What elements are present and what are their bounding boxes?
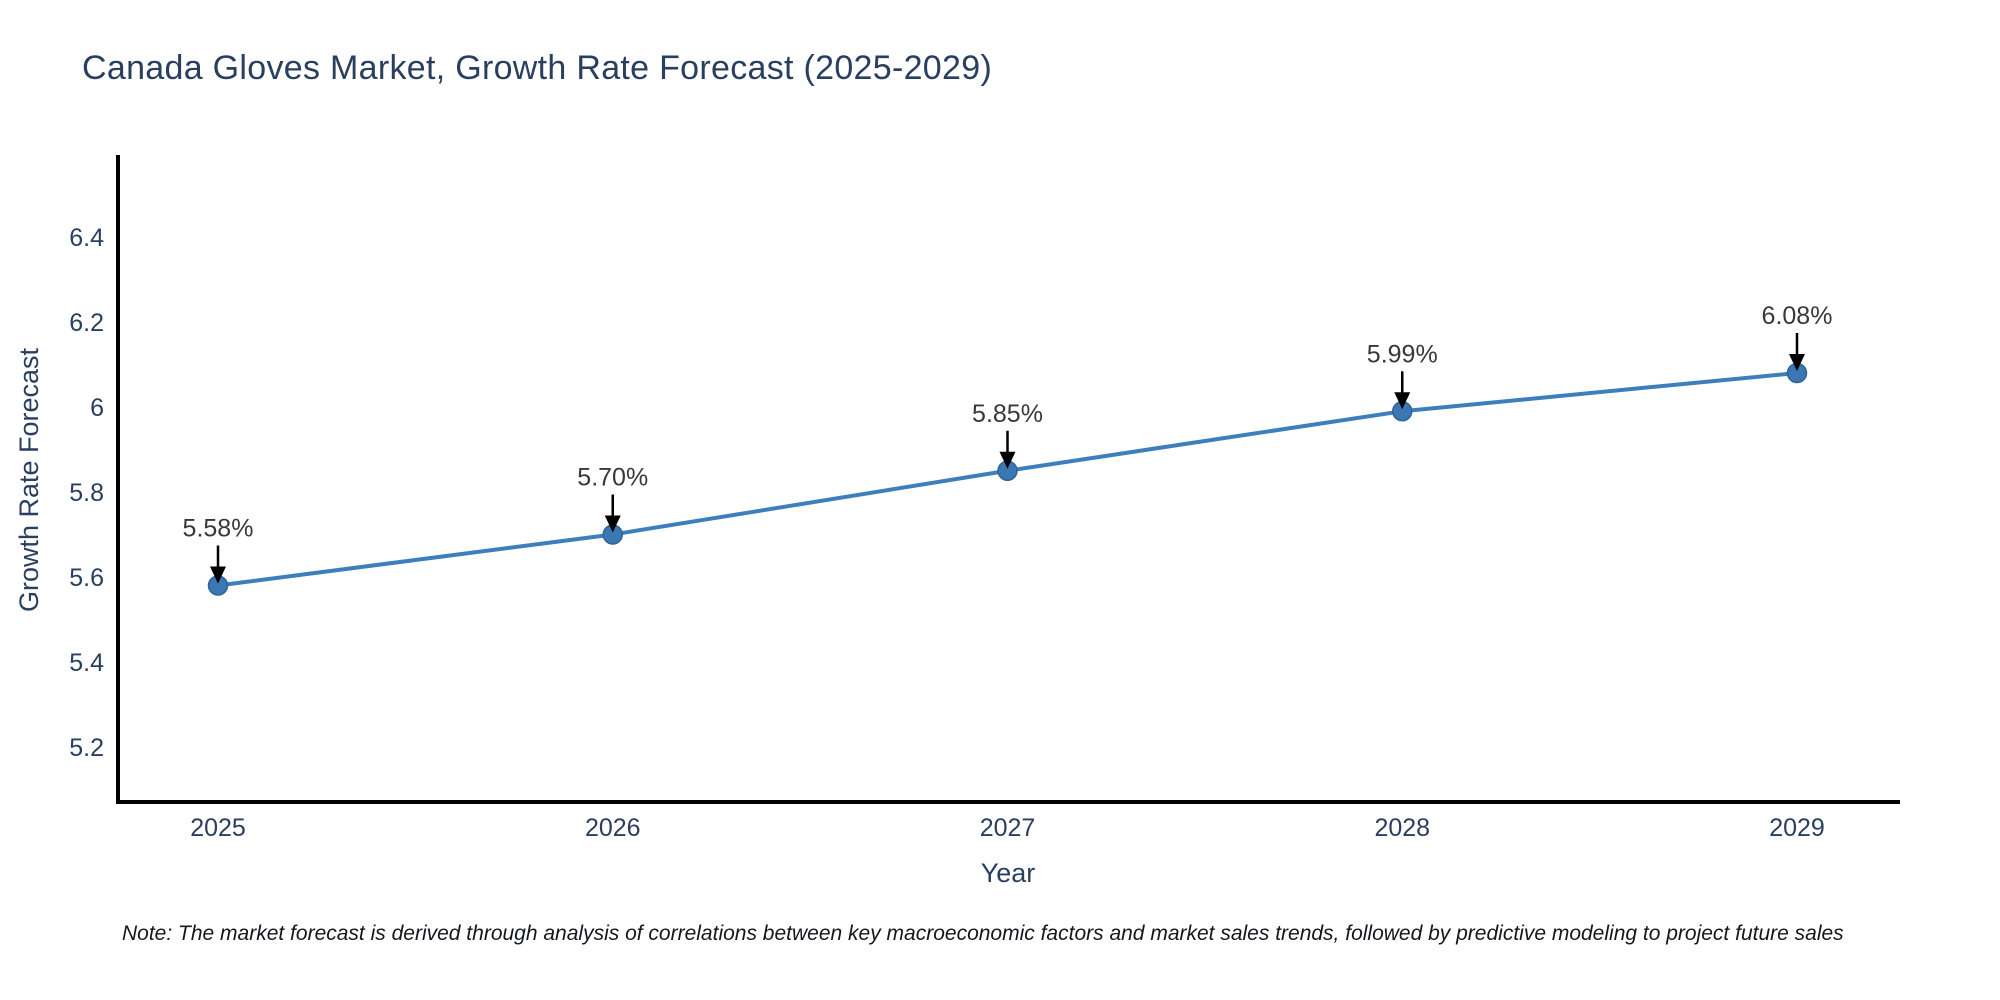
x-tick-label: 2028 xyxy=(1374,814,1430,842)
annotation-arrowhead xyxy=(1394,392,1411,410)
x-axis-title: Year xyxy=(981,858,1036,888)
point-value-label: 5.58% xyxy=(183,515,254,543)
annotation-arrowhead xyxy=(210,566,226,584)
plot-area: 5.2 5.4 5.6 5.8 6 6.2 6.4 2025 2026 2027 2028 2029 5… xyxy=(69,155,1900,842)
point-value-label: 6.08% xyxy=(1762,302,1833,330)
x-tick-label: 2025 xyxy=(190,814,246,842)
y-axis-title: Growth Rate Forecast xyxy=(14,347,44,612)
point-value-label: 5.70% xyxy=(577,464,648,492)
x-tick-label: 2027 xyxy=(980,814,1036,842)
y-tick-label: 5.2 xyxy=(69,734,104,762)
x-tick-label: 2029 xyxy=(1769,814,1825,842)
annotation-arrowhead xyxy=(604,515,621,533)
y-tick-label: 6.2 xyxy=(69,309,104,337)
y-tick-label: 5.8 xyxy=(69,479,104,507)
point-value-label: 5.85% xyxy=(972,400,1043,428)
chart-title: Canada Gloves Market, Growth Rate Foreca… xyxy=(82,49,993,87)
y-tick-label: 5.4 xyxy=(69,649,104,677)
y-tick-label: 6.4 xyxy=(69,224,104,252)
y-tick-label: 6 xyxy=(90,394,104,422)
y-tick-label: 5.6 xyxy=(69,564,104,592)
point-value-label: 5.99% xyxy=(1367,340,1438,368)
footnote: Note: The market forecast is derived thr… xyxy=(122,922,1844,945)
annotation-arrowhead xyxy=(999,451,1016,469)
annotation-arrowhead xyxy=(1789,354,1805,371)
x-tick-label: 2026 xyxy=(585,814,641,842)
